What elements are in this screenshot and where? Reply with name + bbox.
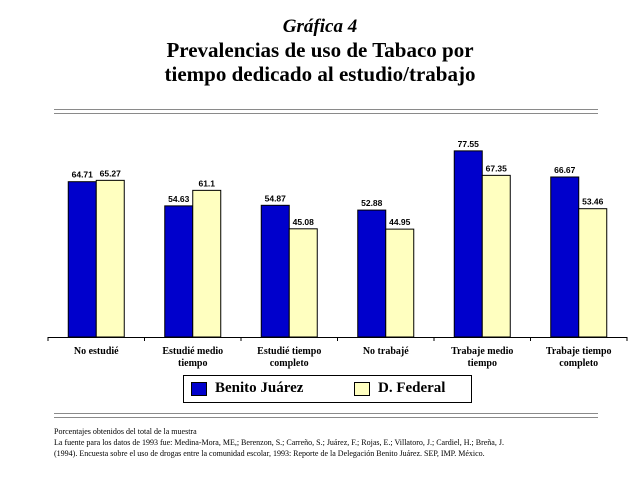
bar-series-1 xyxy=(260,204,290,338)
note-line-1: Porcentajes obtenidos del total de la mu… xyxy=(54,427,197,436)
x-tick-label: No trabajé xyxy=(363,346,409,357)
bar-series-1 xyxy=(357,209,387,338)
legend-item-series-2: D. Federal xyxy=(354,380,445,397)
top-divider xyxy=(54,109,598,114)
legend-item-series-1: Benito Juárez xyxy=(191,380,303,397)
data-label-series-2: 45.08 xyxy=(293,217,315,227)
legend-label-series-2: D. Federal xyxy=(378,380,446,396)
data-label-series-1: 54.87 xyxy=(265,193,287,203)
bar-series-2 xyxy=(288,228,318,338)
bar-series-2 xyxy=(481,174,511,338)
legend-swatch-series-1 xyxy=(191,381,207,396)
data-label-series-1: 64.71 xyxy=(72,170,94,180)
legend-label-series-1: Benito Juárez xyxy=(215,380,304,396)
bar-series-2 xyxy=(95,179,125,338)
x-tick-label: tiempo xyxy=(178,358,207,369)
x-tick-label: completo xyxy=(559,358,598,369)
data-label-series-2: 61.1 xyxy=(198,178,215,188)
chart-title-line-1: Prevalencias de uso de Tabaco por xyxy=(166,38,474,62)
x-tick-label: tiempo xyxy=(468,358,497,369)
bar-series-2 xyxy=(385,228,415,338)
note-line-3: (1994). Encuesta sobre el uso de drogas … xyxy=(54,449,485,458)
bar-series-1 xyxy=(453,150,483,338)
x-tick-label: Estudié tiempo xyxy=(257,346,321,357)
data-label-series-2: 44.95 xyxy=(389,217,411,227)
data-label-series-1: 54.63 xyxy=(168,194,190,204)
data-label-series-2: 67.35 xyxy=(486,163,508,173)
data-label-series-2: 53.46 xyxy=(582,197,604,207)
x-tick-label: Trabaje medio xyxy=(451,346,513,357)
bottom-divider xyxy=(54,413,598,418)
bar-series-1 xyxy=(550,176,580,338)
legend-swatch-series-2 xyxy=(354,381,370,396)
source-notes: Porcentajes obtenidos del total de la mu… xyxy=(54,426,614,459)
bar-series-1 xyxy=(164,205,194,338)
chart-legend: Benito Juárez D. Federal xyxy=(183,375,472,403)
x-tick-label: Trabaje tiempo xyxy=(546,346,612,357)
data-label-series-1: 66.67 xyxy=(554,165,576,175)
bar-series-2 xyxy=(192,189,222,338)
chart-kicker: Gráfica 4 xyxy=(282,16,358,37)
bar-series-1 xyxy=(67,181,97,338)
data-label-series-1: 52.88 xyxy=(361,198,383,208)
x-tick-label: completo xyxy=(270,358,309,369)
chart-heading: Gráfica 4 Prevalencias de uso de Tabaco … xyxy=(0,16,640,86)
note-line-2: La fuente para los datos de 1993 fue: Me… xyxy=(54,438,504,447)
x-tick-label: Estudié medio xyxy=(162,346,223,357)
bar-series-2 xyxy=(578,208,608,338)
chart-title-line-2: tiempo dedicado al estudio/trabajo xyxy=(164,62,476,86)
x-tick-label: No estudié xyxy=(74,346,119,357)
data-label-series-1: 77.55 xyxy=(458,139,480,149)
data-label-series-2: 65.27 xyxy=(100,168,122,178)
